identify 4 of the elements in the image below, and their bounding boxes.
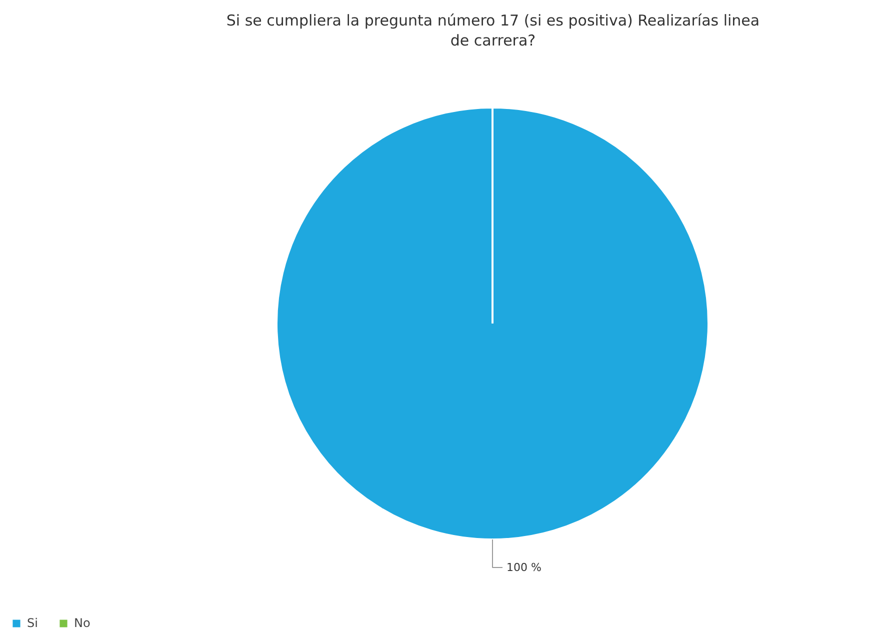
data-label: 100 % (506, 561, 542, 574)
legend-label: No (74, 616, 92, 630)
chart-title: Si se cumpliera la pregunta número 17 (si es positiva) Realizarías linea de carrera? (226, 12, 760, 50)
legend-label: Si (27, 616, 39, 630)
